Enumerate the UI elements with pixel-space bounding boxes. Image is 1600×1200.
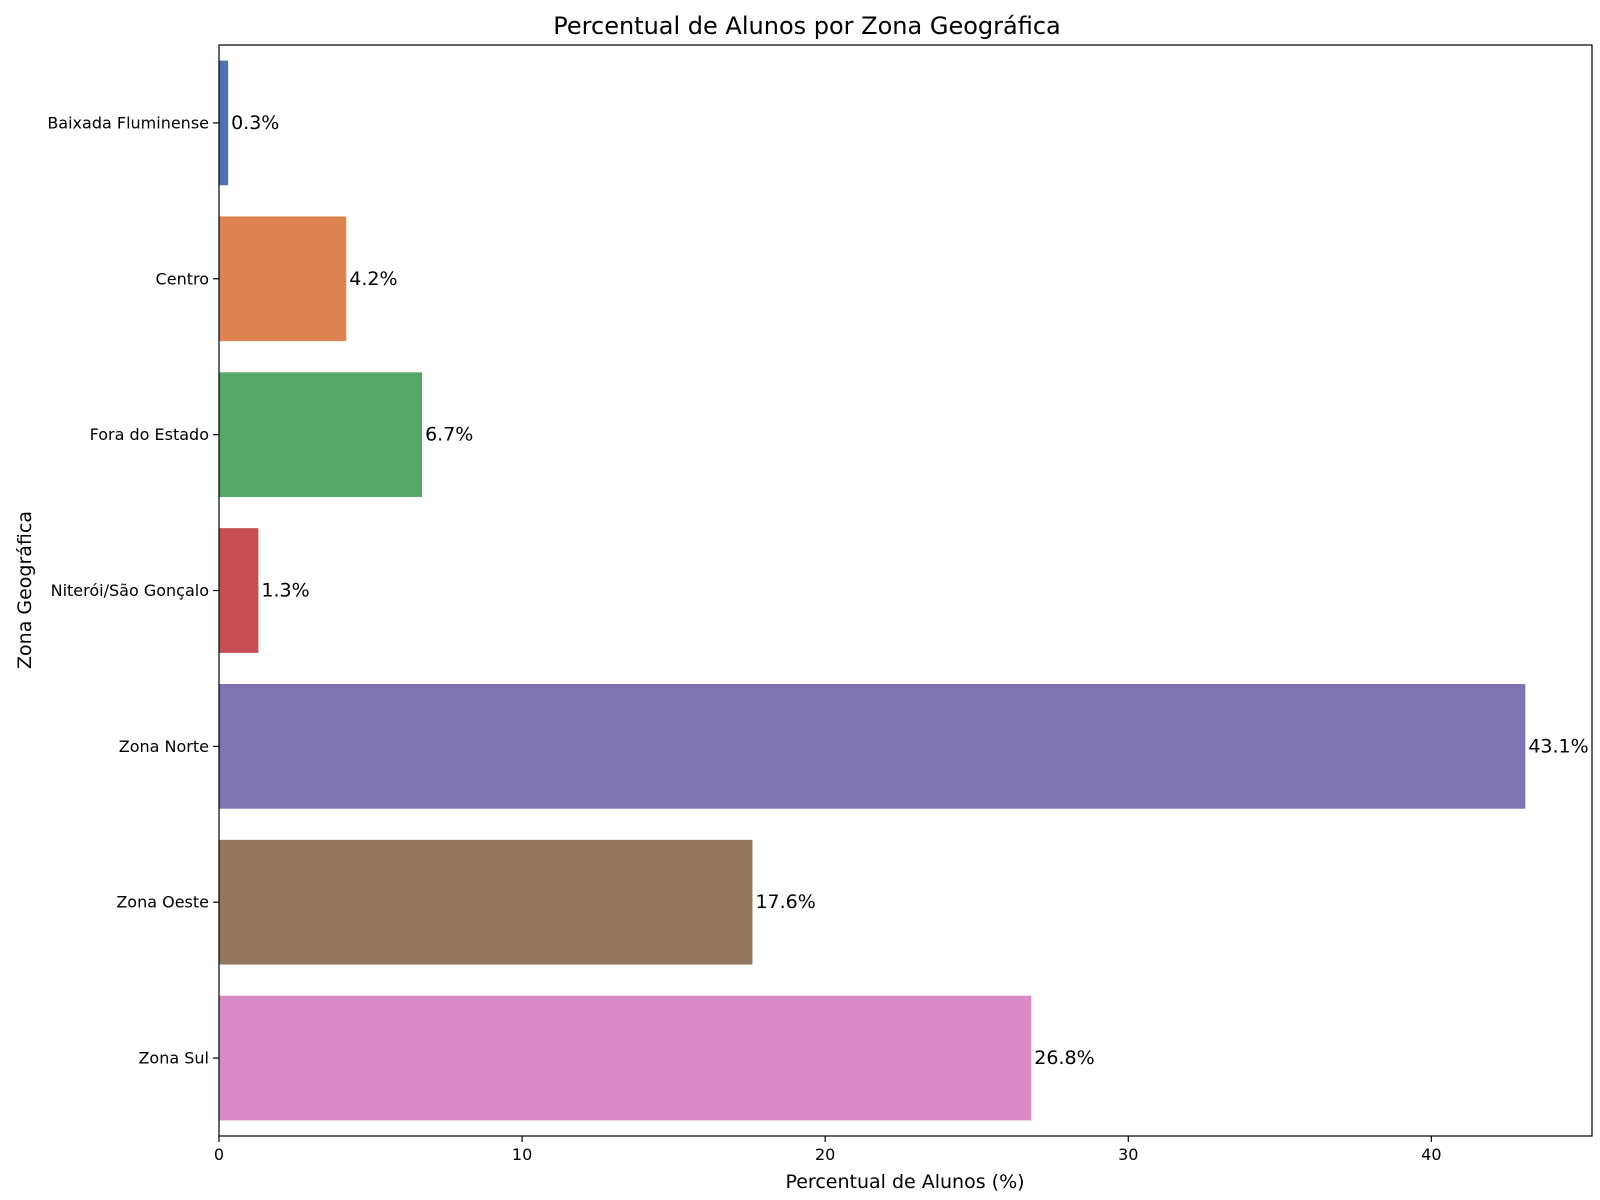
data-label-2: 6.7% <box>425 424 473 446</box>
chart-title: Percentual de Alunos por Zona Geográfica <box>553 12 1060 40</box>
y-axis-label: Zona Geográfica <box>14 511 36 669</box>
plot-frame <box>218 44 1593 1137</box>
x-axis-label: Percentual de Alunos (%) <box>785 1171 1024 1193</box>
y-tick-label-0: Baixada Fluminense <box>47 113 209 132</box>
y-tick-label-2: Fora do Estado <box>90 425 209 444</box>
bar-6 <box>219 995 1032 1121</box>
x-tick-label-4: 40 <box>1421 1145 1441 1164</box>
data-label-6: 26.8% <box>1034 1047 1094 1069</box>
y-tick-label-4: Zona Norte <box>119 737 209 756</box>
data-label-5: 17.6% <box>755 891 815 913</box>
bar-1 <box>219 216 347 342</box>
x-tick-label-0: 0 <box>214 1145 224 1164</box>
plot-area: 0.3% Baixada Fluminense 4.2% Centro 6.7% Fora… <box>47 44 1593 1164</box>
data-label-3: 1.3% <box>261 580 309 602</box>
y-tick-label-6: Zona Sul <box>138 1049 209 1068</box>
x-tick-label-2: 20 <box>815 1145 835 1164</box>
data-label-0: 0.3% <box>231 112 279 134</box>
data-label-1: 4.2% <box>349 268 397 290</box>
y-tick-label-5: Zona Oeste <box>116 893 209 912</box>
y-tick-label-3: Niterói/São Gonçalo <box>51 581 209 600</box>
y-tick-label-1: Centro <box>156 269 209 288</box>
bar-3 <box>219 528 259 653</box>
x-tick-label-3: 30 <box>1118 1145 1138 1164</box>
bar-4 <box>219 684 1526 809</box>
bar-5 <box>219 839 753 965</box>
bar-0 <box>219 60 229 186</box>
data-label-4: 43.1% <box>1528 735 1588 757</box>
bar-2 <box>219 372 423 497</box>
x-tick-label-1: 10 <box>512 1145 532 1164</box>
